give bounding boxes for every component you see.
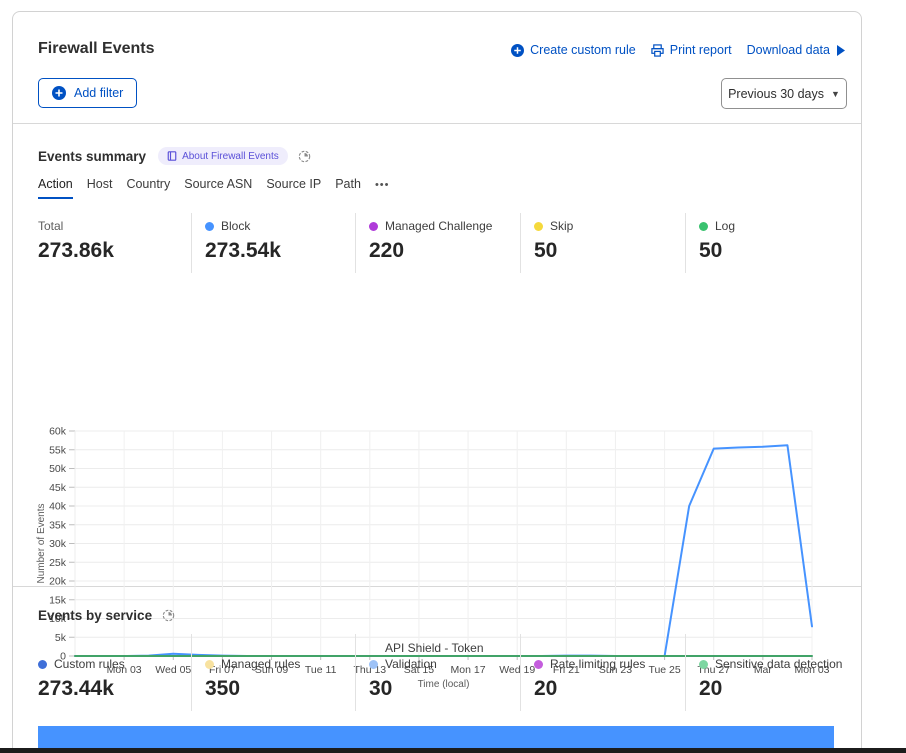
- plus-circle-icon: [511, 43, 525, 57]
- create-custom-rule-link[interactable]: Create custom rule: [511, 43, 636, 57]
- svg-text:30k: 30k: [49, 538, 67, 550]
- log-legend-dot: [699, 222, 708, 231]
- stat-managed-challenge: Managed Challenge 220: [355, 213, 520, 273]
- svg-text:35k: 35k: [49, 519, 67, 531]
- stat-value: 20: [534, 677, 558, 700]
- events-by-service-section: Events by service Custom rules 273.44k: [13, 588, 861, 753]
- managed-challenge-legend-dot: [369, 222, 378, 231]
- service-stats-row: Custom rules 273.44k Managed rules 350 A…: [13, 634, 861, 711]
- stat-sensitive-data: Sensitive data detection 20: [685, 634, 855, 711]
- svg-text:Mar: Mar: [754, 664, 773, 676]
- line-chart-svg: 0 5k 10k 15k 20k 25k 30k 35k 40k 45k 50k 55k 60k Mon …: [36, 426, 830, 691]
- printer-icon: [651, 43, 664, 57]
- tab-source-ip[interactable]: Source IP: [266, 177, 322, 191]
- stat-value: 30: [369, 677, 393, 700]
- stat-value: 20: [699, 677, 723, 700]
- stat-managed-rules: Managed rules 350: [191, 634, 355, 711]
- stat-value: 273.44k: [38, 677, 114, 700]
- svg-text:Mon 17: Mon 17: [451, 664, 486, 676]
- tab-country[interactable]: Country: [126, 177, 171, 191]
- svg-text:55k: 55k: [49, 444, 67, 456]
- stat-api-shield: API Shield - Token Validation 30: [355, 634, 520, 711]
- svg-text:15k: 15k: [49, 594, 67, 606]
- events-by-service-title: Events by service: [38, 608, 153, 623]
- svg-text:60k: 60k: [49, 426, 67, 438]
- svg-text:Fri 07: Fri 07: [209, 664, 236, 676]
- svg-text:Tue 25: Tue 25: [648, 664, 680, 676]
- stat-skip: Skip 50: [520, 213, 685, 273]
- managed-rules-legend-dot: [205, 660, 214, 669]
- svg-text:Fri 21: Fri 21: [553, 664, 580, 676]
- stat-total: Total 273.86k: [38, 213, 191, 273]
- events-summary-title-row: Events summary About Firewall Events: [38, 147, 311, 165]
- svg-text:Wed 19: Wed 19: [499, 664, 535, 676]
- sensitive-data-legend-dot: [699, 660, 708, 669]
- add-filter-button[interactable]: Add filter: [38, 78, 138, 108]
- svg-text:10k: 10k: [49, 613, 67, 625]
- svg-text:40k: 40k: [49, 501, 67, 513]
- rate-limiting-legend-dot: [534, 660, 543, 669]
- events-by-service-title-row: Events by service: [38, 608, 175, 623]
- header-actions: Create custom rule Print report Download…: [511, 43, 845, 57]
- svg-text:Mon 03: Mon 03: [107, 664, 142, 676]
- tab-path[interactable]: Path: [335, 177, 361, 191]
- caret-right-icon: [837, 44, 845, 56]
- summary-stats-row: Total 273.86k Block 273.54k Managed Chal…: [13, 213, 861, 273]
- dashboard-card: Firewall Events Create custom rule P: [12, 11, 862, 753]
- tab-source-asn[interactable]: Source ASN: [184, 177, 253, 191]
- stat-rate-limiting: Rate limiting rules 20: [520, 634, 685, 711]
- time-period-clock-icon[interactable]: [162, 609, 175, 622]
- svg-text:5k: 5k: [55, 632, 67, 644]
- svg-text:25k: 25k: [49, 557, 67, 569]
- header-section: Firewall Events Create custom rule P: [13, 12, 861, 124]
- svg-text:Sun 23: Sun 23: [599, 664, 632, 676]
- api-shield-legend-dot: [369, 660, 378, 669]
- bottom-window-edge: [0, 748, 906, 753]
- svg-text:Time (local): Time (local): [418, 679, 470, 690]
- time-period-clock-icon[interactable]: [298, 150, 311, 163]
- svg-text:Sun 09: Sun 09: [255, 664, 288, 676]
- tab-host[interactable]: Host: [86, 177, 113, 191]
- svg-text:50k: 50k: [49, 463, 67, 475]
- svg-text:45k: 45k: [49, 482, 67, 494]
- events-summary-section: Events summary About Firewall Events: [13, 125, 861, 690]
- stat-value: 220: [369, 239, 405, 262]
- svg-text:Sat 15: Sat 15: [404, 664, 435, 676]
- stat-value: 350: [205, 677, 241, 700]
- custom-rules-legend-dot: [38, 660, 47, 669]
- print-report-link[interactable]: Print report: [651, 43, 732, 57]
- stat-value: 273.86k: [38, 239, 114, 262]
- download-data-link[interactable]: Download data: [747, 43, 845, 57]
- about-firewall-events-badge[interactable]: About Firewall Events: [158, 147, 288, 165]
- summary-tabs: Action Host Country Source ASN Source IP…: [38, 177, 390, 199]
- page-title: Firewall Events: [38, 40, 155, 57]
- svg-text:Thu 13: Thu 13: [353, 664, 386, 676]
- tab-action[interactable]: Action: [38, 177, 73, 199]
- more-tabs-button[interactable]: •••: [374, 179, 390, 191]
- stat-log: Log 50: [685, 213, 855, 273]
- stat-label: Total: [38, 218, 64, 233]
- book-icon: [167, 151, 177, 161]
- events-summary-title: Events summary: [38, 148, 147, 164]
- stat-block: Block 273.54k: [191, 213, 355, 273]
- stat-value: 50: [699, 239, 723, 262]
- date-range-dropdown[interactable]: Previous 30 days ▼: [721, 78, 847, 109]
- stat-value: 273.54k: [205, 239, 281, 262]
- plus-circle-icon: [52, 86, 66, 100]
- svg-text:Wed 05: Wed 05: [155, 664, 191, 676]
- chevron-down-icon: ▼: [830, 88, 840, 99]
- block-legend-dot: [205, 222, 214, 231]
- skip-legend-dot: [534, 222, 543, 231]
- svg-text:20k: 20k: [49, 576, 67, 588]
- svg-text:0: 0: [60, 651, 66, 663]
- svg-text:Number of Events: Number of Events: [36, 503, 47, 583]
- stat-value: 50: [534, 239, 558, 262]
- stat-custom-rules: Custom rules 273.44k: [38, 634, 191, 711]
- svg-text:Mon 03: Mon 03: [794, 664, 829, 676]
- svg-text:Tue 11: Tue 11: [305, 664, 337, 676]
- events-time-series-chart[interactable]: 0 5k 10k 15k 20k 25k 30k 35k 40k 45k 50k 55k 60k Mon …: [13, 419, 862, 693]
